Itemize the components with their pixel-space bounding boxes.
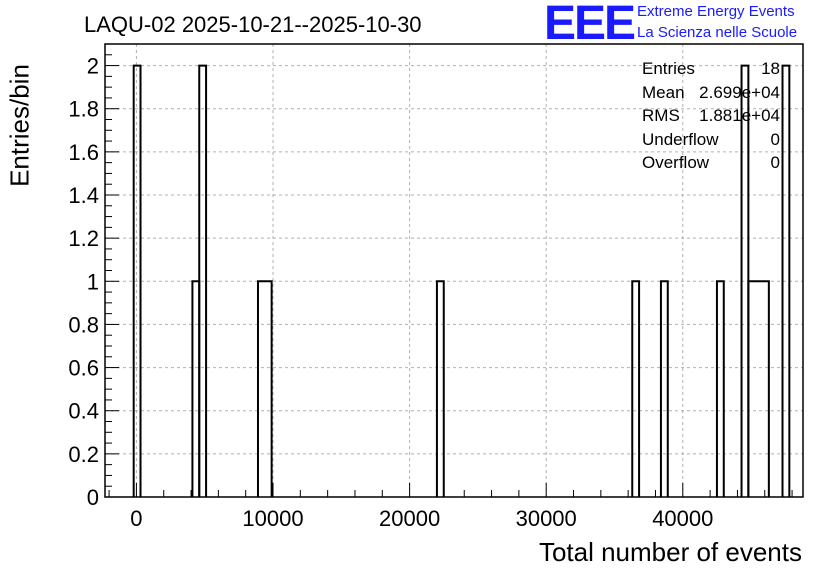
y-tick-label: 0 [87, 485, 99, 510]
stat-label: RMS [642, 106, 680, 125]
histogram-bin [198, 64, 208, 497]
stat-label: Mean [642, 82, 685, 102]
y-tick-label: 1 [87, 269, 99, 294]
histogram-bin [435, 280, 445, 497]
grid-lines [105, 44, 803, 497]
stat-value: 0 [770, 129, 780, 149]
y-tick-label: 1.8 [68, 97, 99, 122]
stat-label: Overflow [642, 153, 710, 172]
histogram-bin [781, 64, 791, 497]
chart-title: LAQU-02 2025-10-21--2025-10-30 [84, 12, 422, 37]
stat-value: 1.881e+04 [699, 106, 780, 125]
stat-label: Underflow [642, 129, 719, 149]
logo-line-2: La Scienza nelle Scuole [637, 24, 798, 41]
histogram-bin [191, 280, 201, 497]
histogram-bin [715, 280, 725, 497]
y-axis-label: Entries/bin [4, 64, 35, 187]
x-axis: 0 10000 20000 30000 40000 [108, 483, 793, 531]
stat-value: 2.699e+04 [699, 82, 780, 102]
stat-row: RMS 1.881e+04 [642, 106, 780, 130]
stat-row: Entries 18 [642, 59, 780, 83]
histogram-bin [132, 64, 142, 497]
y-tick-label: 0.8 [68, 312, 99, 337]
histogram-bin [747, 280, 770, 497]
y-tick-label: 1.6 [68, 140, 99, 165]
y-axis: 0 0.2 0.4 0.6 0.8 1 1.2 1.4 1.6 1.8 2 [68, 54, 119, 510]
eee-logo: EEE [544, 0, 636, 50]
histogram-bin [659, 280, 669, 497]
histogram-bin [256, 280, 273, 497]
x-tick-label: 20000 [379, 506, 440, 531]
y-tick-label: 2 [87, 54, 99, 79]
y-tick-label: 0.4 [68, 399, 99, 424]
stat-row: Mean 2.699e+04 [642, 83, 780, 107]
stat-value: 0 [770, 153, 780, 172]
x-axis-label: Total number of events [538, 537, 802, 567]
y-tick-label: 0.2 [68, 442, 99, 467]
x-tick-label: 10000 [242, 506, 303, 531]
stat-row: Underflow 0 [642, 130, 780, 154]
stats-box: Entries 18 Mean 2.699e+04 RMS 1.881e+04 … [642, 59, 780, 177]
x-tick-label: 0 [130, 506, 142, 531]
y-tick-label: 1.4 [68, 183, 99, 208]
stat-row: Overflow 0 [642, 153, 780, 177]
logo-line-1: Extreme Energy Events [637, 3, 795, 20]
x-tick-label: 30000 [516, 506, 577, 531]
y-tick-label: 1.2 [68, 226, 99, 251]
stat-label: Entries [642, 59, 695, 78]
x-tick-label: 40000 [652, 506, 713, 531]
stat-value: 18 [761, 59, 780, 78]
histogram-bars [132, 64, 791, 497]
y-tick-label: 0.6 [68, 356, 99, 381]
histogram-bin [631, 280, 641, 497]
